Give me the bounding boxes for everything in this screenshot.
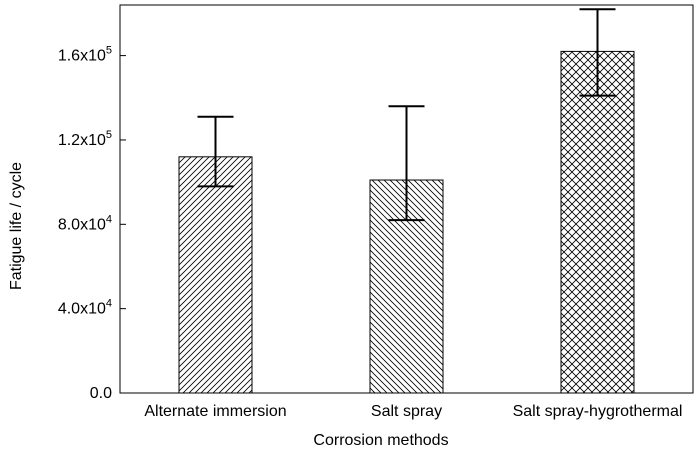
bar-1 xyxy=(178,156,253,394)
bar-3 xyxy=(560,50,635,394)
x-tick-label: Salt spray xyxy=(371,403,442,420)
y-tick-label: 8.0x104 xyxy=(58,213,112,233)
bars xyxy=(178,50,635,394)
y-axis-ticks: 0.0 4.0x104 8.0x104 1.2x105 1.6x105 xyxy=(58,45,126,402)
y-tick-label: 1.2x105 xyxy=(58,129,112,149)
y-tick-label: 0.0 xyxy=(90,385,112,402)
x-axis-tick-labels: Alternate immersion Salt spray Salt spray-… xyxy=(144,403,682,420)
y-tick-label: 4.0x104 xyxy=(58,298,112,318)
y-axis-title: Fatigue life / cycle xyxy=(8,162,25,290)
x-tick-label: Salt spray-hygrothermal xyxy=(513,403,683,420)
x-axis-title: Corrosion methods xyxy=(313,432,448,449)
error-bars xyxy=(197,8,616,222)
x-tick-label: Alternate immersion xyxy=(144,403,286,420)
y-tick-label: 1.6x105 xyxy=(58,45,112,65)
